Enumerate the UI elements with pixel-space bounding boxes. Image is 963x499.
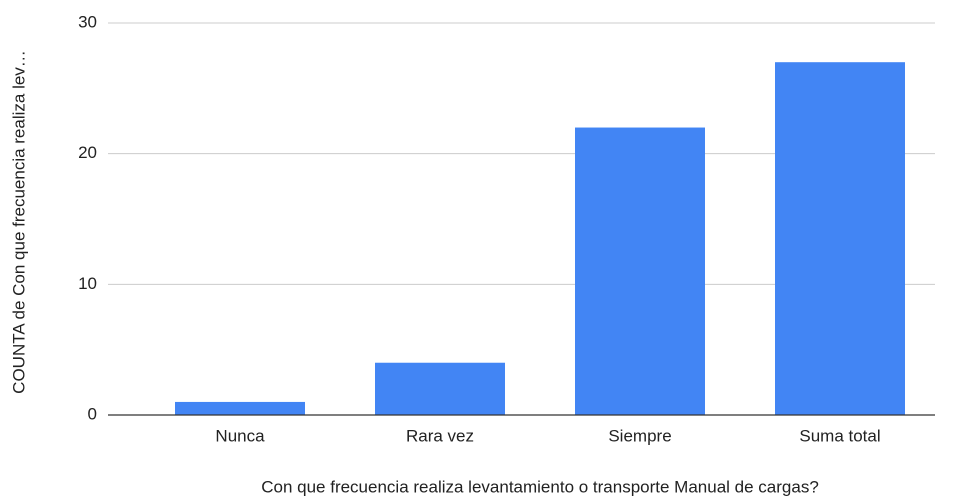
y-tick-label: 10: [78, 274, 97, 293]
x-tick-label: Suma total: [799, 426, 880, 445]
y-tick-label: 0: [88, 404, 97, 423]
x-axis-label: Con que frecuencia realiza levantamiento…: [261, 477, 819, 496]
y-axis-label: COUNTA de Con que frecuencia realiza lev…: [9, 50, 28, 394]
y-tick-label: 30: [78, 12, 97, 31]
bar: [775, 62, 905, 415]
bar: [175, 401, 305, 415]
x-tick-label: Siempre: [608, 426, 671, 445]
y-tick-label: 20: [78, 143, 97, 162]
x-tick-label: Rara vez: [406, 426, 474, 445]
bar: [375, 362, 505, 415]
bar: [575, 127, 705, 416]
x-tick-label: Nunca: [215, 426, 265, 445]
